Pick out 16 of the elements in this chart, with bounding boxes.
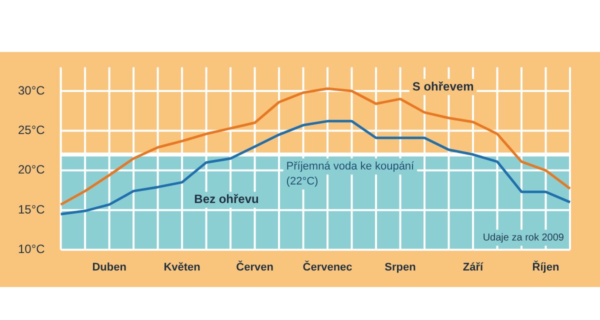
x-tick-label: Červenec <box>302 260 352 274</box>
x-tick-label: Srpen <box>384 261 416 274</box>
band-label: Příjemná voda ke koupání (22°C) <box>286 160 416 188</box>
y-tick-label: 15°C <box>18 202 46 216</box>
series-label: Bez ohřevu <box>194 192 259 206</box>
series-label: S ohřevem <box>412 79 474 94</box>
x-tick-label: Říjen <box>532 260 560 274</box>
x-tick-label: Duben <box>92 261 127 274</box>
x-tick-label: Květen <box>164 261 201 274</box>
y-tick-label: 30°C <box>18 83 46 98</box>
y-tick-label: 25°C <box>18 123 46 138</box>
annotation: Udaje za rok 2009 <box>482 232 564 244</box>
y-tick-label: 20°C <box>18 162 46 177</box>
x-tick-label: Červen <box>236 260 274 274</box>
y-tick-label: 10°C <box>18 242 46 256</box>
x-tick-label: Září <box>462 261 484 274</box>
